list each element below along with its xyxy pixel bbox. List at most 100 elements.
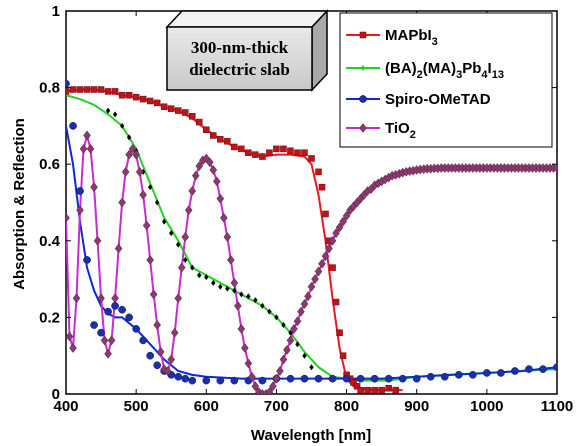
data-point [260,302,265,309]
data-point [93,235,102,246]
data-point [357,386,364,394]
legend-box [339,12,553,148]
data-point [308,155,315,162]
data-point [265,387,274,394]
data-point [342,210,351,221]
data-point [146,255,154,265]
data-point [384,374,393,383]
y-axis-ticks: 0 0.2 0.4 0.6 0.8 1 [39,3,557,403]
data-point [195,161,204,172]
data-point [239,291,244,298]
data-point [224,137,231,145]
data-point [511,367,519,375]
data-point [83,130,91,141]
data-point [154,199,160,206]
x-tick-label: 1000 [470,398,503,415]
data-point [276,366,284,376]
data-point [72,293,81,304]
y-tick-label: 0.8 [39,80,60,97]
data-point [212,176,221,187]
y-tick-label: 1 [52,3,60,20]
data-point [230,278,239,288]
data-point [132,93,140,101]
data-point [66,88,70,95]
data-point [279,354,288,365]
data-point [300,299,309,309]
data-point [483,369,491,377]
data-point [83,86,91,93]
data-point [238,145,245,153]
data-point [76,86,84,93]
data-point [244,358,253,369]
data-point [205,157,214,168]
data-point [329,264,336,271]
legend-entry: MAPbI3 [346,27,438,48]
x-tick-label: 900 [404,398,429,415]
data-point [309,364,314,371]
data-point [272,373,281,384]
y-tick-label: 0.6 [39,156,60,173]
y-axis-label: Absorption & Reflection [11,118,28,290]
legend-entry: (BA)2(MA)3Pb4I13 [346,60,504,81]
data-point [76,205,84,216]
data-point [302,352,307,359]
data-point [301,149,308,156]
data-point [398,374,407,383]
data-point [287,147,294,155]
data-point [111,88,119,95]
data-point [121,166,130,177]
data-point [468,371,477,379]
data-point [328,374,337,383]
data-point [321,251,330,262]
data-point [325,243,333,254]
series-markers-1 [105,107,314,371]
data-point [350,379,357,386]
data-point [86,143,95,154]
data-point [139,336,148,345]
slab-top-face [165,10,329,28]
data-point [153,361,162,370]
data-point [163,366,172,376]
series-markers-2 [66,79,557,385]
series-layer [66,79,557,394]
data-point [258,376,267,385]
data-point [290,323,298,334]
data-point [97,328,105,337]
data-point [454,371,463,379]
x-tick-label: 400 [53,398,78,415]
legend-marker [359,31,367,39]
data-point [181,109,189,116]
data-point [188,376,197,385]
data-point [190,264,195,271]
data-point [119,122,125,129]
data-point [125,92,133,99]
data-point [234,301,242,311]
y-tick-label: 0.4 [39,233,61,250]
series-markers-3 [66,130,557,394]
data-point [295,341,300,348]
data-point [304,291,312,302]
data-point [497,369,505,377]
data-point [332,228,340,239]
data-point [553,363,557,372]
data-point [314,266,323,277]
data-point [112,111,118,118]
data-point [100,335,109,346]
data-point [203,126,210,133]
data-point [364,386,371,394]
data-point [332,298,340,306]
data-point [118,92,126,99]
data-point [539,365,547,373]
data-point [246,293,251,300]
data-point [118,305,126,314]
data-point [225,285,230,292]
data-point [230,376,239,385]
y-tick-label: 0.2 [39,309,60,326]
data-point [174,293,183,304]
data-point [139,189,147,200]
data-point [126,134,132,141]
data-point [162,218,167,225]
x-tick-label: 600 [194,398,219,415]
data-point [107,335,116,346]
data-point [210,132,217,139]
